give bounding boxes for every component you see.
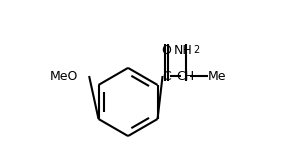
Text: 2: 2 <box>194 45 200 55</box>
Text: CH: CH <box>177 69 195 82</box>
Text: Me: Me <box>208 69 226 82</box>
Text: O: O <box>161 44 171 57</box>
Text: MeO: MeO <box>50 69 78 82</box>
Text: C: C <box>162 69 171 82</box>
Text: NH: NH <box>174 44 193 57</box>
